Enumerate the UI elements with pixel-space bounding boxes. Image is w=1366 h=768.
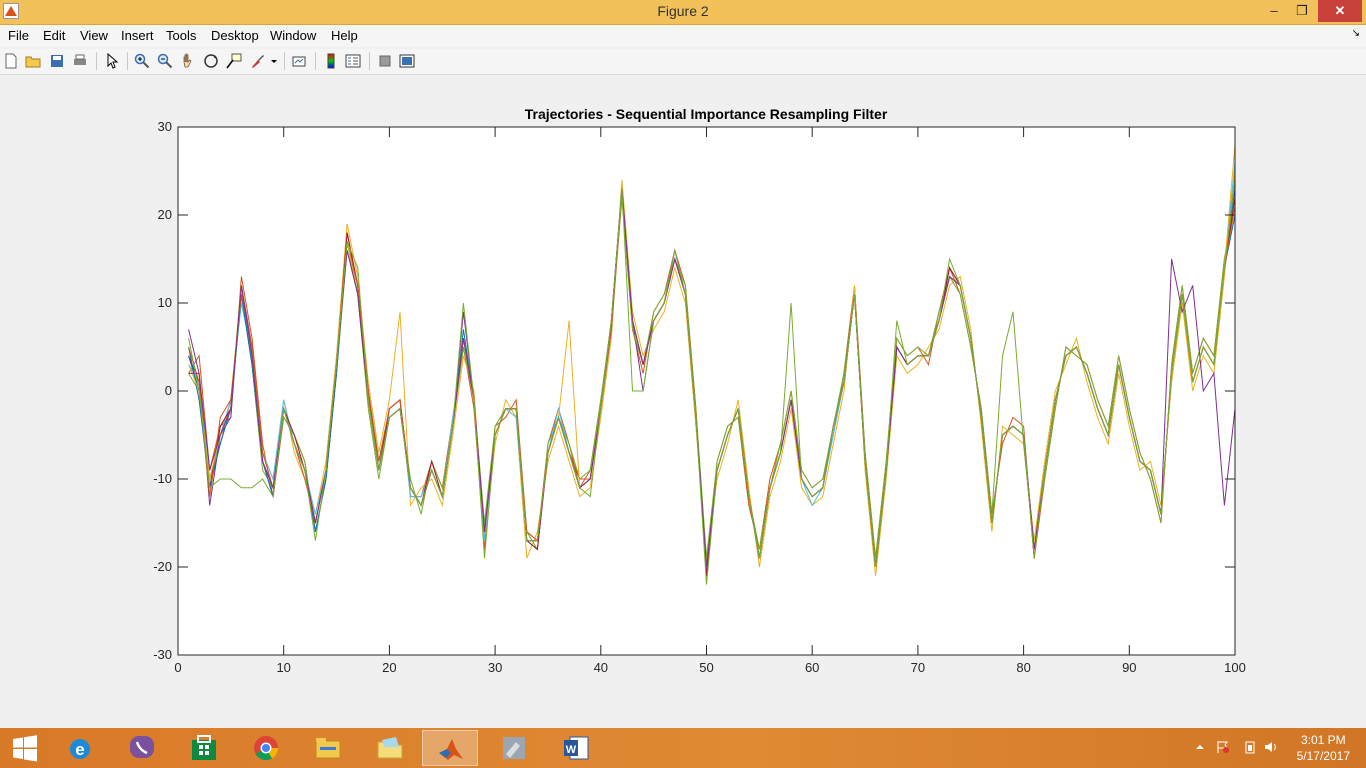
y-tick-label: 0 xyxy=(165,383,172,398)
battery-icon[interactable] xyxy=(1243,740,1257,754)
word-icon: W xyxy=(564,736,589,760)
y-tick-label: -20 xyxy=(153,559,172,574)
chrome-icon xyxy=(254,736,278,761)
start-button[interactable] xyxy=(0,730,50,766)
maximize-button[interactable]: ❐ xyxy=(1296,3,1308,18)
trajectory-line-12 xyxy=(188,179,1236,585)
x-tick-label: 100 xyxy=(1224,660,1246,675)
menu-file[interactable]: File xyxy=(8,28,29,43)
store-icon xyxy=(192,735,216,760)
y-tick-label: -10 xyxy=(153,471,172,486)
file-explorer-icon xyxy=(315,738,341,759)
x-tick-label: 50 xyxy=(699,660,713,675)
link-plot-icon[interactable] xyxy=(291,53,307,69)
zoom-in-icon[interactable] xyxy=(134,53,150,69)
window-titlebar: Figure 2 – ❐ ✕ xyxy=(0,0,1366,25)
y-tick-label: -30 xyxy=(153,647,172,662)
taskbar-chrome[interactable] xyxy=(238,730,294,766)
x-tick-label: 20 xyxy=(382,660,396,675)
zoom-out-icon[interactable] xyxy=(157,53,173,69)
dock-figure-icon[interactable]: ↘ xyxy=(1351,28,1360,39)
volume-icon[interactable] xyxy=(1264,740,1278,754)
folder-icon xyxy=(377,737,403,759)
x-tick-label: 60 xyxy=(805,660,819,675)
matlab-figure-icon[interactable] xyxy=(3,3,19,19)
action-center-flag-icon[interactable] xyxy=(1216,740,1230,754)
x-tick-label: 80 xyxy=(1016,660,1030,675)
y-tick-label: 30 xyxy=(158,119,172,134)
taskbar-matlab[interactable] xyxy=(422,730,478,766)
clock-time: 3:01 PM xyxy=(1300,733,1346,747)
trajectory-plot: Trajectories - Sequential Importance Res… xyxy=(153,106,1246,675)
show-plot-tools-icon[interactable] xyxy=(399,53,415,69)
svg-text:e: e xyxy=(75,740,84,759)
y-tick-label: 20 xyxy=(158,207,172,222)
edit-plot-arrow-icon[interactable] xyxy=(104,53,120,69)
taskbar-viber[interactable] xyxy=(114,730,170,766)
menu-help[interactable]: Help xyxy=(331,28,358,43)
start-icon xyxy=(13,735,37,762)
taskbar-file-explorer[interactable] xyxy=(300,730,356,766)
x-tick-label: 40 xyxy=(594,660,608,675)
rotate-3d-icon[interactable] xyxy=(203,53,219,69)
taskbar-matlab-tool[interactable] xyxy=(486,730,542,766)
pan-hand-icon[interactable] xyxy=(180,53,196,69)
brush-dropdown-icon[interactable] xyxy=(269,53,279,69)
save-icon[interactable] xyxy=(49,53,65,69)
clock-date: 5/17/2017 xyxy=(1296,749,1350,763)
chart-title: Trajectories - Sequential Importance Res… xyxy=(525,106,888,122)
menu-desktop[interactable]: Desktop xyxy=(211,28,259,43)
figure-canvas[interactable]: Trajectories - Sequential Importance Res… xyxy=(0,75,1366,728)
x-tick-label: 30 xyxy=(488,660,502,675)
y-tick-label: 10 xyxy=(158,295,172,310)
x-tick-label: 0 xyxy=(174,660,181,675)
windows-taskbar: e W xyxy=(0,728,1366,768)
internet-explorer-icon: e xyxy=(70,739,90,759)
figure-toolbar xyxy=(0,49,1366,75)
new-figure-icon[interactable] xyxy=(3,53,19,69)
menu-bar: File Edit View Insert Tools Desktop Wind… xyxy=(0,25,1366,47)
viber-icon xyxy=(130,736,154,758)
x-tick-label: 70 xyxy=(911,660,925,675)
system-clock[interactable]: 3:01 PM 5/17/2017 xyxy=(1297,732,1350,764)
brush-icon[interactable] xyxy=(249,53,265,69)
taskbar-word[interactable]: W xyxy=(548,730,604,766)
print-icon[interactable] xyxy=(72,53,88,69)
data-cursor-icon[interactable] xyxy=(226,53,242,69)
x-tick-label: 10 xyxy=(276,660,290,675)
insert-legend-icon[interactable] xyxy=(345,53,361,69)
menu-tools[interactable]: Tools xyxy=(166,28,197,43)
taskbar-store[interactable] xyxy=(176,730,232,766)
x-tick-label: 90 xyxy=(1122,660,1136,675)
matlab-tool-icon xyxy=(503,737,525,759)
taskbar-folder[interactable] xyxy=(362,730,418,766)
taskbar-internet-explorer[interactable]: e xyxy=(52,730,108,766)
svg-text:W: W xyxy=(566,744,577,756)
matlab-icon xyxy=(439,739,463,760)
menu-window[interactable]: Window xyxy=(270,28,317,43)
open-file-icon[interactable] xyxy=(25,53,41,69)
menu-view[interactable]: View xyxy=(80,28,108,43)
show-hidden-icons-icon[interactable] xyxy=(1193,740,1207,754)
window-title: Figure 2 xyxy=(657,3,709,19)
close-button[interactable]: ✕ xyxy=(1318,0,1362,22)
menu-edit[interactable]: Edit xyxy=(43,28,66,43)
insert-colorbar-icon[interactable] xyxy=(323,53,339,69)
minimize-button[interactable]: – xyxy=(1270,3,1278,18)
hide-plot-tools-icon[interactable] xyxy=(377,53,393,69)
menu-insert[interactable]: Insert xyxy=(121,28,154,43)
